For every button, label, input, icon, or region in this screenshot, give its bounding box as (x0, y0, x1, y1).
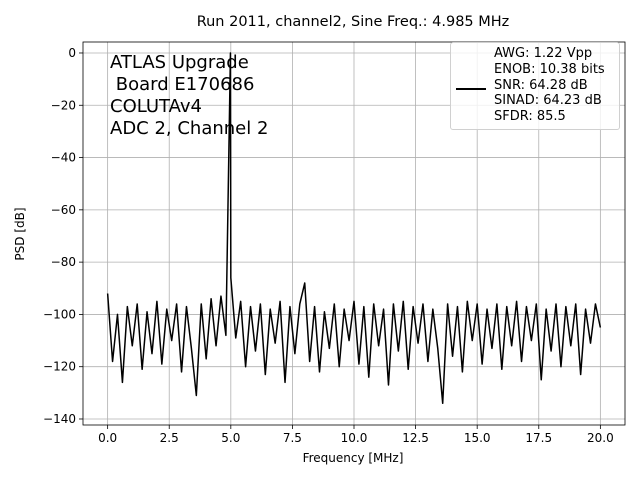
y-tick-label: −20 (51, 98, 76, 112)
y-tick-label: −80 (51, 255, 76, 269)
x-tick-label: 12.5 (402, 431, 429, 445)
x-tick-label: 2.5 (160, 431, 179, 445)
x-tick-label: 20.0 (587, 431, 614, 445)
x-axis-label: Frequency [MHz] (303, 451, 404, 465)
x-tick-label: 5.0 (221, 431, 240, 445)
plot-frame (82, 41, 626, 426)
chart-title: Run 2011, channel2, Sine Freq.: 4.985 MH… (197, 14, 510, 30)
psd-line (106, 52, 602, 405)
annotation: ATLAS Upgrade Board E170686 COLUTAv4 ADC… (110, 52, 269, 139)
y-tick-label: −40 (51, 151, 76, 165)
legend-label: AWG: 1.22 Vpp ENOB: 10.38 bits SNR: 64.2… (494, 46, 605, 125)
x-tick-label: 17.5 (525, 431, 552, 445)
y-tick-label: −60 (51, 203, 76, 217)
y-tick-label: 0 (68, 46, 76, 60)
x-tick-label: 15.0 (464, 431, 491, 445)
y-tick-label: −100 (43, 307, 76, 321)
y-axis-label: PSD [dB] (13, 207, 27, 260)
legend: AWG: 1.22 Vpp ENOB: 10.38 bits SNR: 64.2… (450, 42, 620, 130)
legend-handle (456, 88, 486, 90)
x-tick-label: 0.0 (98, 431, 117, 445)
x-tick-label: 7.5 (283, 431, 302, 445)
x-tick-label: 10.0 (341, 431, 368, 445)
y-tick-label: −120 (43, 360, 76, 374)
y-tick-label: −140 (43, 412, 76, 426)
